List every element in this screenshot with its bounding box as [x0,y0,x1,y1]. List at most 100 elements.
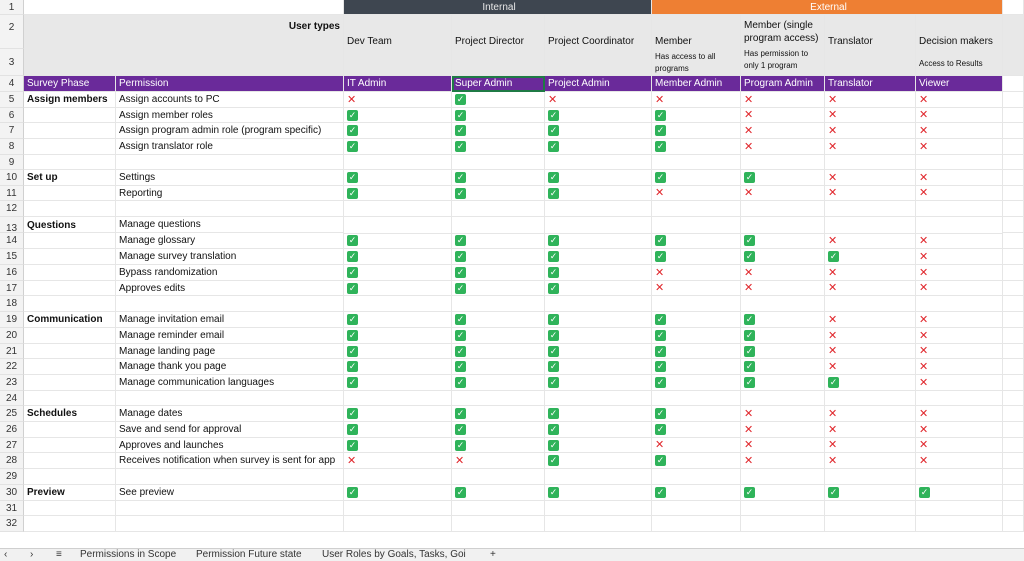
empty-cell[interactable] [1003,92,1024,108]
add-sheet-icon[interactable]: + [490,549,496,560]
permission-cell[interactable] [116,501,344,516]
permission-cell[interactable] [116,391,344,406]
empty-cell[interactable] [1003,485,1024,501]
row-header[interactable]: 26 [0,422,24,438]
empty-cell[interactable] [916,469,1003,485]
permission-value-cell[interactable]: ✓ [344,186,452,201]
permission-value-cell[interactable]: ✕ [825,312,916,328]
empty-cell[interactable] [1003,15,1024,76]
row-header[interactable]: 9 [0,155,24,170]
permission-cell[interactable]: Reporting [116,186,344,201]
permission-value-cell[interactable]: ✓ [545,108,652,123]
permission-value-cell[interactable]: ✓ [545,123,652,139]
empty-cell[interactable] [1003,453,1024,469]
role-header-cell[interactable]: Member Has access to all programs [652,15,741,76]
row-header[interactable]: 14 [0,233,24,249]
row-header[interactable]: 3 [0,49,24,76]
empty-cell[interactable] [1003,406,1024,422]
row-header[interactable]: 18 [0,296,24,312]
row-header[interactable]: 12 [0,201,24,217]
tab-nav-left-icon[interactable]: ‹ [4,549,8,560]
empty-cell[interactable] [825,516,916,532]
empty-cell[interactable] [344,155,452,170]
phase-cell[interactable] [24,516,116,532]
permission-value-cell[interactable]: ✕ [825,359,916,375]
empty-cell[interactable] [545,391,652,406]
permission-value-cell[interactable]: ✓ [916,485,1003,501]
permission-value-cell[interactable]: ✕ [916,375,1003,391]
row-header[interactable]: 24 [0,391,24,406]
empty-cell[interactable] [1003,438,1024,453]
row-header[interactable]: 2 [0,15,24,49]
phase-cell[interactable]: Communication [24,312,116,328]
permission-value-cell[interactable]: ✓ [652,233,741,249]
empty-cell[interactable] [452,391,545,406]
empty-cell[interactable] [1003,201,1024,217]
permission-value-cell[interactable]: ✓ [652,406,741,422]
permission-value-cell[interactable]: ✕ [916,249,1003,265]
row-header[interactable]: 21 [0,344,24,359]
permission-value-cell[interactable]: ✓ [344,123,452,139]
permission-value-cell[interactable]: ✕ [916,170,1003,186]
empty-cell[interactable] [344,469,452,485]
permission-value-cell[interactable]: ✕ [741,453,825,469]
permission-value-cell[interactable]: ✕ [916,453,1003,469]
permission-value-cell[interactable]: ✕ [916,265,1003,281]
permission-value-cell[interactable]: ✕ [916,406,1003,422]
empty-cell[interactable] [1003,312,1024,328]
permission-value-cell[interactable]: ✓ [344,139,452,155]
permission-value-cell[interactable]: ✓ [741,217,825,234]
row-header[interactable]: 15 [0,249,24,265]
empty-cell[interactable] [916,501,1003,516]
permission-cell[interactable]: Manage reminder email [116,328,344,344]
permission-value-cell[interactable]: ✓ [652,453,741,469]
role-header-cell[interactable]: Project Coordinator [545,15,652,76]
permission-value-cell[interactable]: ✕ [916,312,1003,328]
empty-cell[interactable] [545,201,652,217]
permission-value-cell[interactable]: ✓ [652,108,741,123]
permission-value-cell[interactable]: ✓ [452,249,545,265]
role-header-cell[interactable]: Translator [825,15,916,76]
empty-cell[interactable] [1003,296,1024,312]
permission-value-cell[interactable]: ✓ [652,139,741,155]
permission-value-cell[interactable]: ✓ [344,406,452,422]
permission-cell[interactable]: Approves edits [116,281,344,296]
permission-cell[interactable]: Approves and launches [116,438,344,453]
permission-value-cell[interactable]: ✓ [452,92,545,108]
empty-cell[interactable] [741,516,825,532]
row-header[interactable]: 23 [0,375,24,391]
permission-value-cell[interactable]: ✕ [916,281,1003,296]
phase-cell[interactable] [24,375,116,391]
permission-value-cell[interactable]: ✓ [344,108,452,123]
phase-cell[interactable] [24,123,116,139]
empty-cell[interactable] [1003,76,1024,92]
empty-cell[interactable] [741,469,825,485]
empty-cell[interactable] [741,391,825,406]
permission-value-cell[interactable]: ✕ [825,281,916,296]
permission-value-cell[interactable]: ✕ [825,123,916,139]
permission-value-cell[interactable]: ✓ [545,328,652,344]
empty-cell[interactable] [1003,217,1024,233]
permission-value-cell[interactable]: ✕ [916,186,1003,201]
permission-value-cell[interactable]: ✓ [545,359,652,375]
row-header[interactable]: 11 [0,186,24,201]
permission-value-cell[interactable]: ✕ [916,328,1003,344]
permission-value-cell[interactable]: ✓ [344,265,452,281]
empty-cell[interactable] [1003,155,1024,170]
permission-cell[interactable]: Bypass randomization [116,265,344,281]
row-header[interactable]: 13 [0,217,24,234]
permission-value-cell[interactable]: ✓ [452,170,545,186]
empty-cell[interactable] [916,201,1003,217]
permission-cell[interactable]: Save and send for approval [116,422,344,438]
permission-value-cell[interactable]: ✕ [741,186,825,201]
permission-value-cell[interactable]: ✓ [741,359,825,375]
empty-cell[interactable] [452,501,545,516]
permission-value-cell[interactable]: ✕ [452,453,545,469]
permission-cell[interactable]: Receives notification when survey is sen… [116,453,344,469]
permission-value-cell[interactable]: ✕ [916,233,1003,249]
permission-value-cell[interactable]: ✓ [545,281,652,296]
permission-value-cell[interactable]: ✓ [545,438,652,453]
permission-value-cell[interactable]: ✕ [916,139,1003,155]
permission-value-cell[interactable]: ✓ [452,359,545,375]
permission-value-cell[interactable]: ✓ [344,217,452,234]
